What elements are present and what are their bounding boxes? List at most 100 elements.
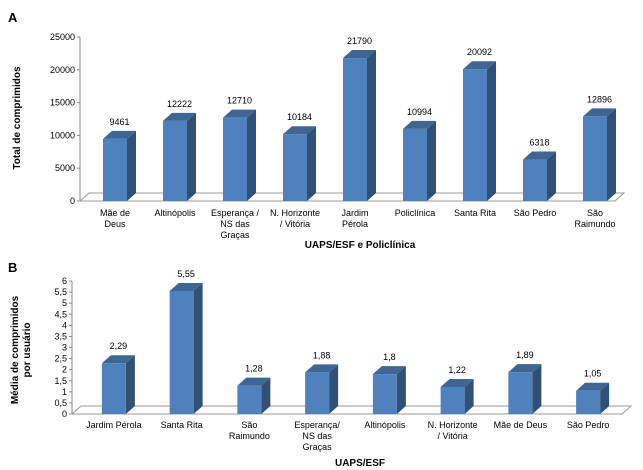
chart-b-y-tick-label: 1,5: [54, 376, 67, 386]
chart-a-bar-side: [547, 151, 556, 201]
chart-a-bar-front: [103, 138, 127, 201]
chart-a-bar: [283, 126, 316, 201]
chart-b-data-label: 1,28: [245, 364, 263, 374]
chart-b-y-tick-label: 5: [62, 298, 67, 308]
chart-a-bar-top: [403, 120, 436, 129]
chart-b-bar: [237, 377, 271, 414]
chart-b-bar-top: [508, 364, 542, 373]
chart-b-bar: [576, 382, 610, 414]
chart-a-bar: [463, 61, 496, 202]
chart-a-category-label: Jardim Pérola: [341, 208, 368, 229]
chart-b-bar: [508, 364, 542, 414]
chart-a-bar-side: [247, 109, 256, 201]
chart-b-category-label: Jardim Pérola: [86, 420, 142, 430]
chart-a-bar: [163, 112, 196, 201]
chart-a-category-label: São Raimundo: [574, 208, 615, 229]
chart-a-y-tick-label: 10000: [50, 130, 75, 140]
chart-b-y-tick-label: 3: [62, 343, 67, 353]
chart-b-bar-side: [464, 378, 474, 414]
chart-a-data-label: 12222: [167, 99, 192, 109]
chart-b-bar: [169, 282, 203, 414]
chart-b-y-tick-label: 4,5: [54, 309, 67, 319]
chart-a-bar-top: [163, 112, 196, 121]
chart-b-bar: [372, 366, 406, 414]
chart-a-data-label: 6318: [529, 138, 549, 148]
chart-b-category-label: São Raimundo: [229, 420, 270, 441]
chart-a-y-tick-label: 5000: [55, 163, 75, 173]
panel-b-label: B: [8, 260, 17, 275]
chart-b-category-label: Santa Rita: [161, 420, 203, 430]
chart-b-bar-front: [372, 374, 397, 414]
chart-b-category-label: Esperança/NS das Graças: [294, 420, 340, 452]
chart-b-bar-top: [237, 377, 271, 386]
chart-a-data-label: 20092: [467, 47, 492, 57]
chart-a: 0 5000 10000 15000 20000 25000 9461 Mãe de Deus 1…: [12, 32, 626, 251]
chart-a-bar-front: [223, 117, 247, 201]
chart-b-y-tick-label: 2: [62, 365, 67, 375]
chart-b-y-tick-label: 0,5: [54, 398, 67, 408]
chart-b-bar-front: [237, 385, 262, 414]
chart-a-y-axis-title: Total de comprimidos: [12, 66, 23, 170]
chart-b-floor: [70, 405, 633, 415]
chart-a-bar-top: [283, 126, 316, 135]
chart-b-bar: [305, 364, 339, 414]
chart-a-y-tick-label: 20000: [50, 65, 75, 75]
chart-b-data-label: 1,89: [516, 350, 534, 360]
chart-a-bar-top: [583, 108, 616, 117]
chart-b: 00,511,522,53 3,544,555,56 2,29 Jardim Péro…: [10, 269, 633, 469]
chart-b-bar-side: [600, 382, 610, 414]
chart-b-category-label: Altinópolis: [364, 420, 406, 430]
chart-a-bar-side: [487, 61, 496, 202]
chart-b-bar-front: [508, 372, 533, 414]
chart-b-bar-top: [576, 382, 610, 391]
chart-a-y-tick-label: 0: [70, 196, 75, 206]
chart-a-bar-side: [607, 108, 616, 201]
chart-a-bar-side: [367, 50, 376, 201]
chart-a-category-label: Esperança / NS das Graças: [211, 208, 260, 240]
chart-a-data-label: 12896: [587, 94, 612, 104]
chart-a-bar-top: [343, 50, 376, 59]
chart-b-data-label: 1,8: [383, 352, 396, 362]
chart-b-y-tick-label: 5,5: [54, 287, 67, 297]
chart-b-bar-front: [440, 386, 465, 414]
chart-a-data-label: 21790: [347, 36, 372, 46]
chart-b-y-tick-label: 2,5: [54, 354, 67, 364]
chart-b-bar: [101, 355, 135, 414]
chart-b-y-tick-label: 0: [62, 409, 67, 419]
chart-b-bar-side: [329, 364, 339, 414]
chart-b-bar-top: [372, 366, 406, 375]
chart-a-bar-front: [163, 120, 187, 201]
chart-a-data-label: 10994: [407, 107, 432, 117]
chart-a-bar-top: [103, 130, 136, 139]
chart-b-bar-top: [169, 282, 203, 291]
chart-b-x-axis-title: UAPS/ESF: [335, 458, 385, 469]
chart-b-data-label: 1,88: [313, 350, 331, 360]
chart-b-y-axis-title: Média de comprimidospor usuário: [10, 295, 33, 404]
chart-b-y-tick-label: 4: [62, 320, 67, 330]
chart-b-bar-top: [440, 378, 474, 387]
chart-b-data-label: 2,29: [110, 341, 128, 351]
chart-a-bar-front: [583, 116, 607, 201]
chart-b-category-label: Mãe de Deus: [494, 420, 548, 430]
chart-a-category-label: Santa Rita: [454, 208, 496, 218]
chart-b-bar-front: [101, 363, 126, 414]
chart-a-bar-side: [307, 126, 316, 201]
chart-b-bar-front: [576, 390, 601, 414]
chart-a-y-tick-label: 25000: [50, 32, 75, 42]
chart-a-bar-top: [523, 151, 556, 160]
chart-a-data-label: 9461: [109, 117, 129, 127]
chart-a-bar: [223, 109, 256, 201]
chart-b-y-tick-label: 3,5: [54, 331, 67, 341]
chart-b-bar-side: [532, 364, 542, 414]
chart-a-y-tick-label: 15000: [50, 98, 75, 108]
chart-b-category-label: São Pedro: [567, 420, 610, 430]
chart-a-category-label: N. Horizonte / Vitória: [270, 208, 320, 229]
chart-a-data-label: 12710: [227, 96, 252, 106]
chart-b-bar-side: [396, 366, 406, 414]
chart-b-bar: [440, 378, 474, 414]
chart-a-category-label: Mãe de Deus: [100, 208, 130, 229]
chart-b-bar-top: [101, 355, 135, 364]
chart-b-bar-top: [305, 364, 339, 373]
chart-a-bar-side: [127, 130, 136, 201]
